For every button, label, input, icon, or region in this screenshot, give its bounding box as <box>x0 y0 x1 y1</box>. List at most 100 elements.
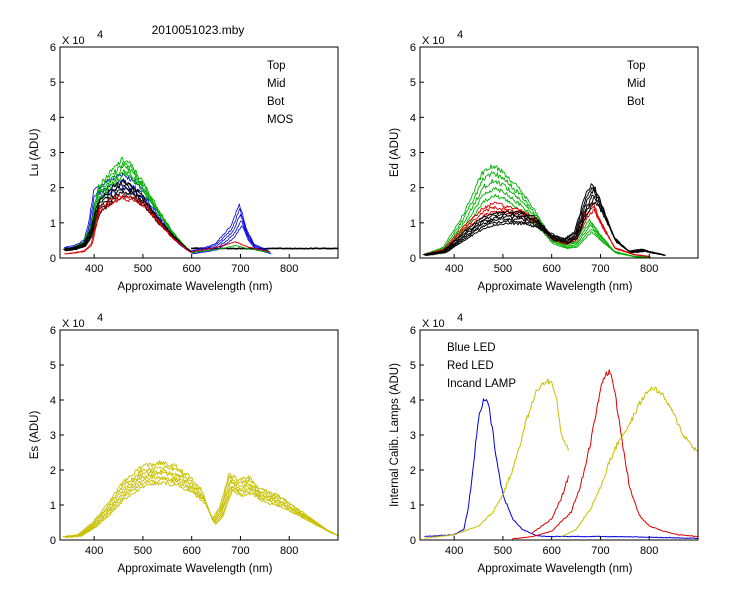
series-line-incand-lamp-low--0 <box>424 378 569 539</box>
series-line-mos-red-band-0 <box>190 203 269 252</box>
legend: Blue LED Red LED Incand LAMP <box>447 342 516 390</box>
y-tick-label: 5 <box>50 360 56 372</box>
x-tick-label: 500 <box>134 263 152 275</box>
series-group <box>424 369 698 540</box>
y-tick-label: 6 <box>50 42 56 54</box>
series-line-es-3 <box>64 471 338 538</box>
x-tick-label: 500 <box>134 545 152 557</box>
series-line-es-1 <box>63 465 338 538</box>
y-tick-label: 0 <box>50 253 56 265</box>
series-group <box>63 156 338 255</box>
x-tick-label: 500 <box>494 545 512 557</box>
y-tick-label: 6 <box>50 325 56 337</box>
y-tick-label: 5 <box>410 77 416 89</box>
y-tick-label: 3 <box>50 148 56 160</box>
series-line-es-4 <box>65 476 338 538</box>
series-line-mos-red-band-4 <box>192 225 272 255</box>
y-tick-label: 3 <box>410 148 416 160</box>
x-axis-label: Approximate Wavelength (nm) <box>478 281 633 293</box>
x-tick-label: 700 <box>231 545 249 557</box>
legend: Top Mid Bot <box>627 60 646 108</box>
y-tick-label: 1 <box>410 500 416 512</box>
x-tick-label: 400 <box>445 545 463 557</box>
x-tick-label: 800 <box>640 263 658 275</box>
legend-item-mos: MOS <box>267 114 294 126</box>
series-line-top-1 <box>63 183 192 252</box>
series-line-es-6 <box>66 481 338 539</box>
chart-ed: 400 500 600 700 800 0 1 2 3 4 5 6 X 10 4 Approximate W… <box>389 29 699 293</box>
y-tick-label: 4 <box>410 395 416 407</box>
y-tick-label: 1 <box>50 500 56 512</box>
series-line-red-led-0 <box>512 369 698 540</box>
legend-item-blue-led: Blue LED <box>447 342 496 354</box>
plot-frame <box>59 46 339 259</box>
series-group <box>422 164 666 258</box>
legend-item-top: Top <box>627 60 646 72</box>
series-line-incand-lamp-high--0 <box>560 386 698 537</box>
y-exponent-label: X 10 <box>62 318 85 330</box>
legend-item-bot: Bot <box>267 96 285 108</box>
y-tick-label: 2 <box>50 183 56 195</box>
series-line-bot-0 <box>63 156 191 252</box>
x-tick-label: 600 <box>183 545 201 557</box>
series-line-blue-led-0 <box>424 398 698 539</box>
series-line-mid-0 <box>64 193 192 255</box>
y-tick-label: 1 <box>410 218 416 230</box>
y-axis-label: Lu (ADU) <box>29 128 41 176</box>
y-tick-label: 4 <box>50 395 56 407</box>
legend-item-mid: Mid <box>267 78 286 90</box>
chart-lu: 400 500 600 700 800 0 1 2 3 4 5 6 X 10 4 Approximate W… <box>29 29 339 293</box>
x-tick-label: 400 <box>445 263 463 275</box>
y-exponent-value: 4 <box>457 29 463 41</box>
y-tick-label: 2 <box>410 465 416 477</box>
y-tick-label: 5 <box>50 77 56 89</box>
x-axis-label: Approximate Wavelength (nm) <box>118 563 273 575</box>
series-line-red-led-short-segment--0 <box>531 475 569 534</box>
y-exponent-label: X 10 <box>62 35 85 47</box>
x-tick-label: 700 <box>591 545 609 557</box>
y-exponent-label: X 10 <box>422 318 445 330</box>
y-axis-label: Internal Calib. Lamps (ADU) <box>389 363 401 507</box>
series-line-top-3 <box>424 194 665 256</box>
x-tick-label: 400 <box>85 545 103 557</box>
y-tick-label: 1 <box>50 218 56 230</box>
series-line-top-5 <box>425 201 666 256</box>
y-tick-label: 2 <box>410 183 416 195</box>
y-tick-label: 2 <box>50 465 56 477</box>
series-group <box>62 460 338 539</box>
chart-es: 400 500 600 700 800 0 1 2 3 4 5 6 X 10 4 Approximate W… <box>29 312 339 575</box>
y-exponent-value: 4 <box>97 312 103 324</box>
legend-item-red-led: Red LED <box>447 360 494 372</box>
y-axis-label: Es (ADU) <box>29 411 41 460</box>
y-tick-label: 0 <box>410 253 416 265</box>
y-tick-label: 0 <box>410 535 416 547</box>
y-tick-label: 6 <box>410 325 416 337</box>
x-tick-label: 700 <box>231 263 249 275</box>
legend-item-mid: Mid <box>627 78 646 90</box>
x-tick-label: 600 <box>183 263 201 275</box>
chart-lamps: 400 500 600 700 800 0 1 2 3 4 5 6 X 10 4 Approximate W… <box>389 312 699 575</box>
series-line-top-2 <box>424 188 665 256</box>
figure-title: 2010051023.mby <box>152 23 245 37</box>
y-tick-label: 6 <box>410 42 416 54</box>
x-tick-label: 800 <box>280 545 298 557</box>
series-line-mid-1 <box>64 196 193 255</box>
legend-item-incand-lamp: Incand LAMP <box>447 378 516 390</box>
x-tick-label: 800 <box>640 545 658 557</box>
legend-item-bot: Bot <box>627 96 645 108</box>
x-tick-label: 800 <box>280 263 298 275</box>
series-line-es-5 <box>65 477 338 538</box>
series-line-bot-red-band-0 <box>191 244 271 253</box>
legend-item-top: Top <box>267 60 286 72</box>
y-exponent-value: 4 <box>97 29 103 41</box>
y-exponent-value: 4 <box>457 312 463 324</box>
y-tick-label: 0 <box>50 535 56 547</box>
x-tick-label: 500 <box>494 263 512 275</box>
legend: Top Mid Bot MOS <box>267 60 294 126</box>
y-tick-label: 3 <box>50 430 56 442</box>
x-axis-label: Approximate Wavelength (nm) <box>118 281 273 293</box>
series-line-mos-red-band-1 <box>190 208 270 253</box>
x-tick-label: 400 <box>85 263 103 275</box>
